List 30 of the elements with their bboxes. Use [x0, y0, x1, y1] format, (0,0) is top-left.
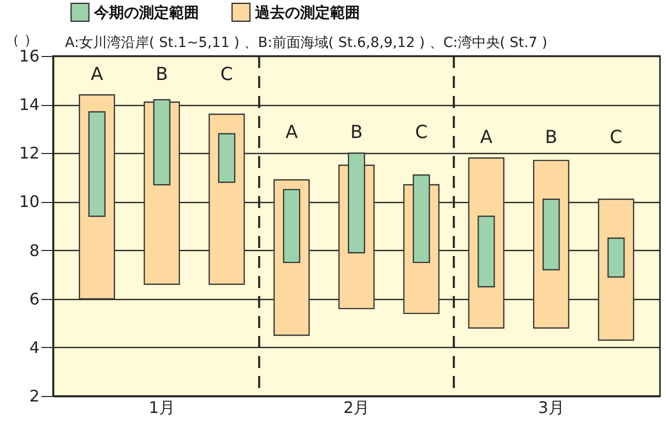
bar — [478, 216, 495, 288]
bar — [218, 133, 236, 183]
legend-label: 今期の測定範囲 — [93, 3, 199, 22]
text: 3月 — [538, 398, 564, 417]
y-tick-label: 4 — [29, 338, 40, 357]
x-tick-label: B — [544, 127, 558, 148]
y-tick-label: 2 — [29, 386, 40, 406]
x-tick-label: A — [90, 64, 104, 85]
y-tick-label: 12 — [19, 144, 40, 163]
y-tick-label: 10 — [19, 192, 40, 212]
bar — [607, 238, 625, 278]
x-tick-label: C — [610, 127, 622, 148]
bar — [88, 111, 106, 217]
chart-subtitle: A:女川湾沿岸( St.1~5,11 ) 、B:前面海域( St.6,8,9,12 ) 、C:湾中央( St.7 ) — [65, 35, 548, 51]
x-tick-label: B — [350, 122, 363, 144]
y-axis-title: （ ） — [6, 32, 38, 48]
x-tick-label: A — [480, 127, 494, 148]
x-tick-label: C — [415, 122, 428, 144]
text: 2月 — [343, 398, 370, 417]
x-tick-label: A — [285, 122, 298, 144]
text: 1月 — [148, 398, 175, 417]
legend-label: 過去の測定範囲 — [254, 3, 360, 22]
bar — [283, 188, 300, 264]
y-tick-label: 16 — [19, 46, 40, 66]
x-tick-label: B — [156, 64, 168, 85]
y-tick-label: 8 — [29, 240, 40, 260]
y-tick-label: 6 — [29, 289, 40, 308]
y-tick-label: 14 — [19, 95, 40, 114]
x-tick-label: C — [220, 64, 234, 85]
bar — [542, 198, 560, 270]
